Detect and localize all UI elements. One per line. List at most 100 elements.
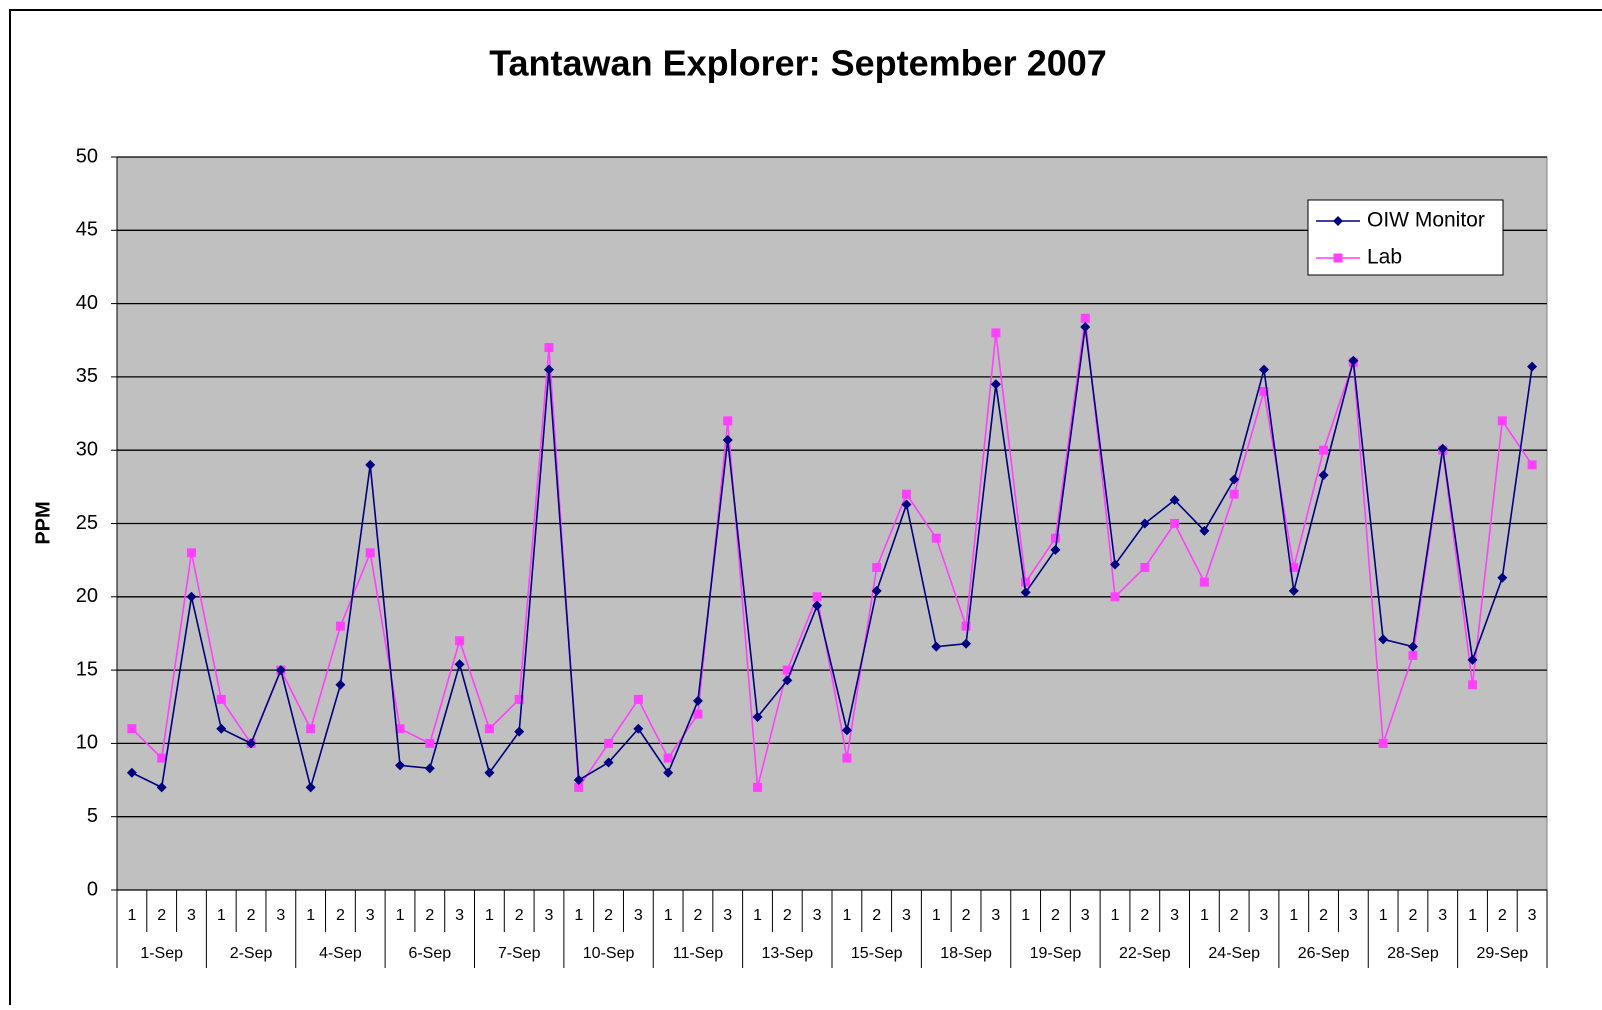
y-tick-label: 40	[76, 292, 98, 314]
data-point	[871, 585, 882, 596]
data-point	[1140, 562, 1150, 572]
data-point	[1289, 562, 1299, 572]
x-tick-label: 2	[783, 907, 792, 924]
y-tick-label: 15	[76, 658, 98, 680]
x-tick-label: 1	[574, 907, 583, 924]
x-tick-label: 2	[962, 907, 971, 924]
data-point	[1110, 559, 1121, 570]
data-point	[1258, 364, 1269, 375]
data-point	[1229, 474, 1240, 485]
x-tick-label: 1	[396, 907, 405, 924]
x-tick-label: 2	[1140, 907, 1149, 924]
x-tick-label: 1	[306, 907, 315, 924]
x-tick-label: 1	[1111, 907, 1120, 924]
data-point	[901, 489, 911, 499]
data-point	[425, 738, 435, 748]
data-point	[454, 659, 465, 670]
data-point	[841, 725, 852, 736]
data-point	[305, 782, 316, 793]
data-point	[752, 712, 763, 723]
group-label: 10-Sep	[583, 945, 635, 962]
y-tick-label: 25	[76, 512, 98, 534]
data-point	[395, 724, 405, 734]
data-point	[603, 757, 614, 768]
x-tick-label: 1	[217, 907, 226, 924]
x-tick-label: 2	[604, 907, 613, 924]
data-point	[573, 775, 584, 786]
data-point	[1348, 355, 1359, 366]
x-tick-label: 1	[127, 907, 136, 924]
series-line	[131, 318, 1533, 790]
x-tick-label: 2	[1319, 907, 1328, 924]
x-tick-label: 2	[1230, 907, 1239, 924]
y-tick-label: 30	[76, 438, 98, 460]
data-point	[365, 459, 376, 470]
x-tick-label: 3	[1349, 907, 1358, 924]
x-tick-label: 2	[872, 907, 881, 924]
data-point	[722, 434, 733, 445]
x-tick-label: 2	[247, 907, 256, 924]
data-point	[157, 753, 167, 763]
data-point	[1020, 587, 1031, 598]
data-point	[216, 694, 226, 704]
x-tick-label: 3	[634, 907, 643, 924]
x-tick-label: 1	[753, 907, 762, 924]
data-point	[991, 328, 1001, 338]
data-point	[484, 724, 494, 734]
x-tick-label: 2	[1408, 907, 1417, 924]
data-point	[1199, 525, 1210, 536]
group-label: 28-Sep	[1387, 945, 1439, 962]
y-axis-label: PPM	[32, 501, 54, 544]
data-point	[455, 636, 465, 646]
data-point	[931, 533, 941, 543]
data-point	[186, 548, 196, 558]
group-label: 18-Sep	[940, 945, 992, 962]
group-label: 29-Sep	[1477, 945, 1529, 962]
data-point	[1527, 460, 1537, 470]
data-point	[1110, 592, 1120, 602]
x-tick-label: 1	[932, 907, 941, 924]
group-label: 4-Sep	[319, 945, 362, 962]
data-point	[1527, 361, 1538, 372]
data-point	[961, 621, 971, 631]
legend-marker	[1333, 253, 1343, 263]
data-point	[633, 694, 643, 704]
data-point	[961, 638, 972, 649]
x-tick-label: 3	[813, 907, 822, 924]
x-tick-label: 2	[1498, 907, 1507, 924]
data-point	[335, 621, 345, 631]
x-tick-label: 2	[157, 907, 166, 924]
data-point	[1139, 518, 1150, 529]
data-point	[901, 499, 912, 510]
data-point	[1199, 577, 1209, 587]
data-point	[1378, 738, 1388, 748]
x-tick-label: 3	[187, 907, 196, 924]
data-point	[514, 694, 524, 704]
data-point	[1050, 544, 1061, 555]
data-point	[216, 723, 227, 734]
data-point	[246, 738, 257, 749]
data-point	[1318, 470, 1329, 481]
x-tick-label: 1	[1468, 907, 1477, 924]
y-tick-label: 35	[76, 365, 98, 387]
group-label: 7-Sep	[498, 945, 541, 962]
data-point	[186, 591, 197, 602]
data-point	[1468, 680, 1478, 690]
x-tick-label: 3	[455, 907, 464, 924]
x-tick-label: 2	[336, 907, 345, 924]
group-label: 26-Sep	[1298, 945, 1350, 962]
data-point	[543, 364, 554, 375]
data-point	[663, 753, 673, 763]
x-tick-label: 1	[1021, 907, 1030, 924]
data-point	[1497, 572, 1508, 583]
data-point	[812, 592, 822, 602]
y-tick-label: 45	[76, 219, 98, 241]
data-point	[723, 416, 733, 426]
data-point	[156, 782, 167, 793]
x-tick-label: 1	[664, 907, 673, 924]
x-tick-label: 3	[1081, 907, 1090, 924]
x-tick-label: 2	[1051, 907, 1060, 924]
data-point	[1259, 387, 1269, 397]
data-point	[782, 665, 792, 675]
group-label: 13-Sep	[762, 945, 814, 962]
